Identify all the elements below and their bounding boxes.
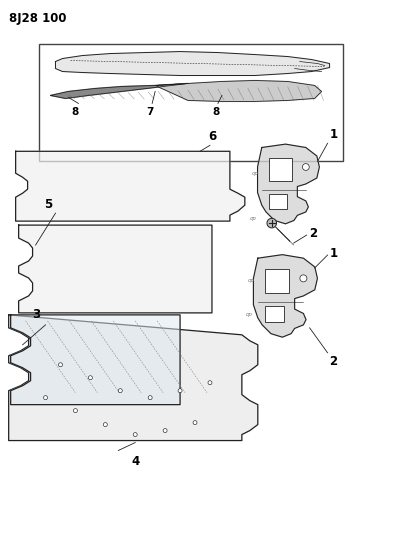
Text: 2: 2 bbox=[310, 227, 318, 240]
Circle shape bbox=[193, 421, 197, 425]
Circle shape bbox=[178, 389, 182, 393]
Text: 8: 8 bbox=[212, 108, 220, 117]
Polygon shape bbox=[16, 151, 245, 221]
Text: 2: 2 bbox=[330, 355, 338, 368]
Bar bbox=[265, 269, 289, 293]
Polygon shape bbox=[11, 315, 180, 405]
Text: op: op bbox=[246, 312, 253, 317]
Text: 1: 1 bbox=[330, 128, 338, 141]
Polygon shape bbox=[19, 225, 212, 313]
Polygon shape bbox=[258, 144, 319, 224]
Circle shape bbox=[208, 381, 212, 385]
Circle shape bbox=[302, 164, 309, 171]
Circle shape bbox=[133, 433, 137, 437]
Text: 7: 7 bbox=[146, 108, 154, 117]
Bar bbox=[268, 194, 287, 209]
Bar bbox=[268, 158, 292, 181]
Circle shape bbox=[74, 409, 78, 413]
Circle shape bbox=[88, 376, 92, 379]
Polygon shape bbox=[56, 52, 330, 76]
Polygon shape bbox=[50, 84, 188, 99]
Circle shape bbox=[148, 395, 152, 400]
Text: 3: 3 bbox=[32, 308, 40, 321]
Text: op: op bbox=[248, 278, 255, 284]
Text: 8J28 100: 8J28 100 bbox=[9, 12, 66, 25]
Circle shape bbox=[267, 219, 276, 228]
Text: 8: 8 bbox=[72, 108, 79, 117]
Bar bbox=[38, 44, 342, 161]
Circle shape bbox=[103, 423, 107, 426]
Text: op: op bbox=[252, 171, 259, 176]
Text: op: op bbox=[250, 216, 257, 221]
Circle shape bbox=[300, 275, 307, 282]
Polygon shape bbox=[254, 255, 318, 337]
Polygon shape bbox=[155, 80, 322, 101]
Text: 4: 4 bbox=[131, 455, 139, 467]
Text: 6: 6 bbox=[208, 131, 216, 143]
Polygon shape bbox=[9, 315, 258, 441]
Circle shape bbox=[163, 429, 167, 433]
Circle shape bbox=[44, 395, 48, 400]
Text: 5: 5 bbox=[44, 198, 52, 211]
Text: 1: 1 bbox=[330, 247, 338, 260]
Circle shape bbox=[58, 363, 62, 367]
Bar bbox=[265, 306, 284, 322]
Circle shape bbox=[118, 389, 122, 393]
